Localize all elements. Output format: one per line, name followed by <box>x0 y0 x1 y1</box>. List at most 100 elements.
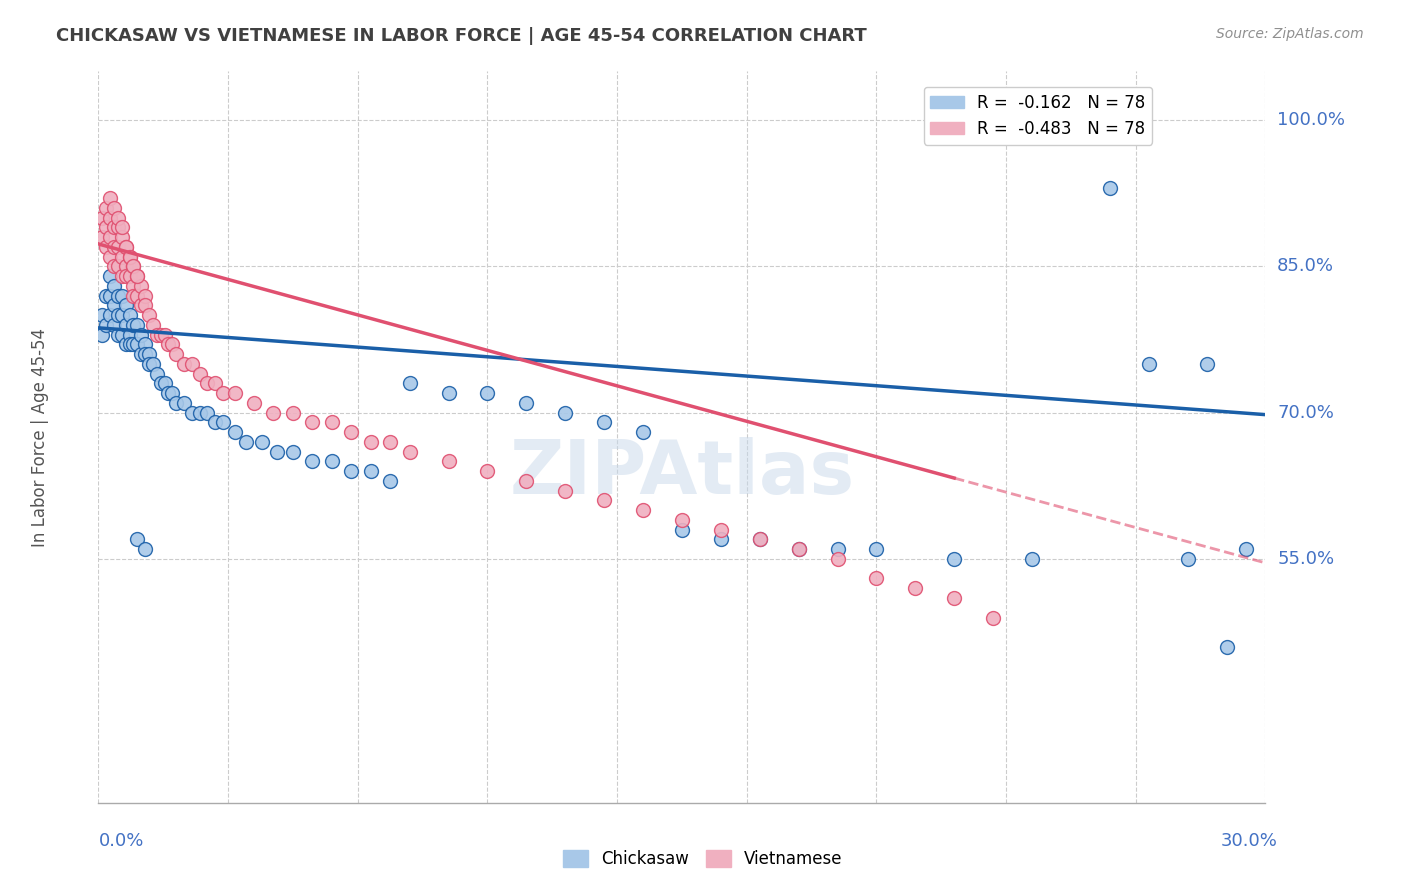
Point <box>127 288 149 302</box>
Point <box>1021 552 1043 566</box>
Point <box>103 279 125 293</box>
Point <box>127 318 149 332</box>
Point <box>180 357 202 371</box>
Point <box>122 279 145 293</box>
Point <box>91 230 114 244</box>
Text: 55.0%: 55.0% <box>1277 550 1334 568</box>
Point <box>114 298 136 312</box>
Point <box>122 260 145 274</box>
Point <box>107 220 129 235</box>
Point <box>593 493 616 508</box>
Point <box>91 308 114 322</box>
Text: 30.0%: 30.0% <box>1220 832 1277 850</box>
Point <box>398 376 420 391</box>
Text: ZIPAtlas: ZIPAtlas <box>509 437 855 510</box>
Point <box>153 376 176 391</box>
Point <box>340 464 363 478</box>
Point <box>96 240 118 254</box>
Text: CHICKASAW VS VIETNAMESE IN LABOR FORCE | AGE 45-54 CORRELATION CHART: CHICKASAW VS VIETNAMESE IN LABOR FORCE |… <box>56 27 868 45</box>
Point <box>91 327 114 342</box>
Point <box>437 454 460 468</box>
Point <box>195 376 218 391</box>
Point <box>943 591 966 605</box>
Point <box>671 513 693 527</box>
Point <box>360 464 382 478</box>
Point <box>114 240 136 254</box>
Point <box>340 425 363 440</box>
Point <box>943 552 966 566</box>
Point <box>262 406 284 420</box>
Point <box>129 347 152 361</box>
Point <box>281 444 304 458</box>
Point <box>515 396 537 410</box>
Point <box>107 308 129 322</box>
Point <box>301 416 323 430</box>
Point <box>212 386 235 401</box>
Point <box>904 581 927 595</box>
Point <box>103 318 125 332</box>
Point <box>122 260 145 274</box>
Point <box>103 201 125 215</box>
Point <box>437 386 460 401</box>
Point <box>593 416 616 430</box>
Point <box>204 416 226 430</box>
Point <box>111 230 134 244</box>
Text: Source: ZipAtlas.com: Source: ZipAtlas.com <box>1216 27 1364 41</box>
Point <box>212 416 235 430</box>
Text: 100.0%: 100.0% <box>1277 112 1346 129</box>
Point <box>301 454 323 468</box>
Legend: Chickasaw, Vietnamese: Chickasaw, Vietnamese <box>557 843 849 875</box>
Point <box>111 308 134 322</box>
Point <box>146 327 169 342</box>
Point <box>554 406 576 420</box>
Point <box>96 318 118 332</box>
Point <box>671 523 693 537</box>
Point <box>477 386 499 401</box>
Point <box>114 337 136 351</box>
Point <box>107 260 129 274</box>
Point <box>266 444 288 458</box>
Point <box>142 357 165 371</box>
Point <box>114 240 136 254</box>
Point <box>118 269 141 284</box>
Point <box>107 211 129 225</box>
Point <box>360 434 382 449</box>
Point <box>477 464 499 478</box>
Point <box>98 250 121 264</box>
Point <box>281 406 304 420</box>
Point <box>321 416 343 430</box>
Point <box>149 327 172 342</box>
Text: 0.0%: 0.0% <box>98 832 143 850</box>
Point <box>96 220 118 235</box>
Point <box>134 347 156 361</box>
Point <box>114 260 136 274</box>
Point <box>188 406 211 420</box>
Point <box>138 347 160 361</box>
Point <box>380 474 402 488</box>
Point <box>631 425 654 440</box>
Point <box>235 434 257 449</box>
Point <box>91 211 114 225</box>
Point <box>1177 552 1199 566</box>
Point <box>195 406 218 420</box>
Point <box>1234 542 1257 557</box>
Point <box>129 298 152 312</box>
Point <box>865 572 887 586</box>
Point <box>554 483 576 498</box>
Point <box>173 357 195 371</box>
Point <box>153 327 176 342</box>
Point <box>129 279 152 293</box>
Point <box>134 298 156 312</box>
Point <box>865 542 887 557</box>
Point <box>157 337 180 351</box>
Point <box>321 454 343 468</box>
Point <box>149 376 172 391</box>
Point <box>138 308 160 322</box>
Point <box>111 269 134 284</box>
Point <box>118 250 141 264</box>
Point <box>127 337 149 351</box>
Point <box>118 308 141 322</box>
Point <box>981 610 1004 624</box>
Point <box>827 542 849 557</box>
Point <box>98 288 121 302</box>
